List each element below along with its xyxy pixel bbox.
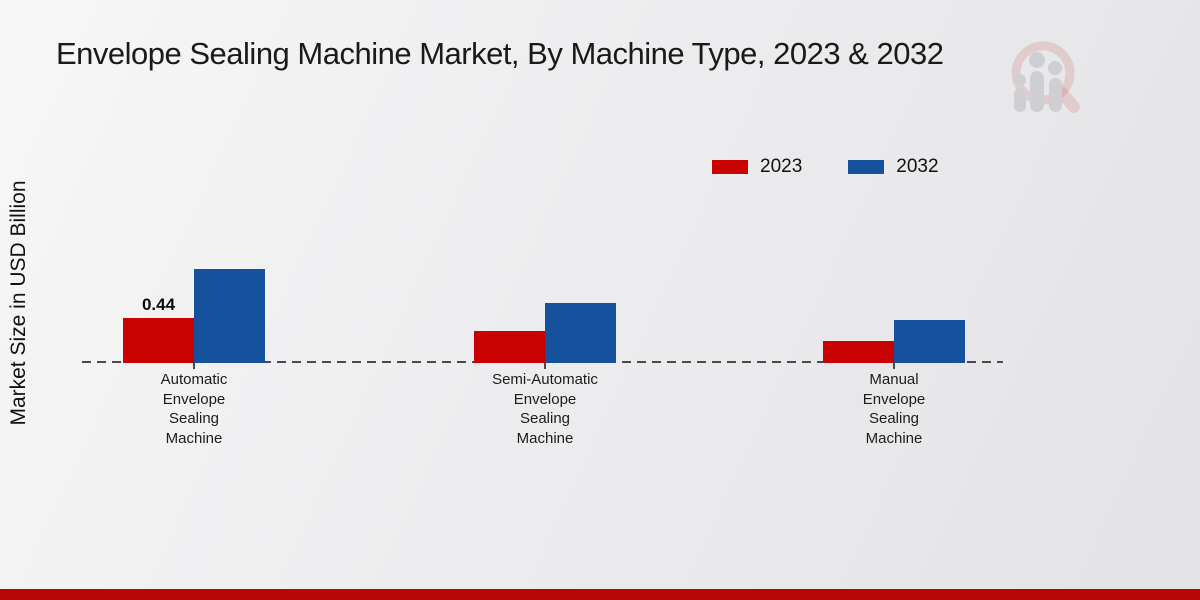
x-axis-tick <box>193 363 195 369</box>
bar-value-label: 0.44 <box>141 295 176 314</box>
x-axis-category-label: Semi-Automatic Envelope Sealing Machine <box>492 371 598 447</box>
x-axis-category-label: Manual Envelope Sealing Machine <box>862 371 926 447</box>
brand-logo-watermark-icon <box>1011 41 1080 113</box>
legend-item-2032: 2032 <box>848 156 939 178</box>
chart-title: Envelope Sealing Machine Market, By Mach… <box>56 36 944 71</box>
legend: 2023 2032 <box>712 156 939 178</box>
bar-2032-category-1 <box>194 269 265 363</box>
x-axis-tick <box>893 363 895 369</box>
bar-2032-category-3 <box>894 320 965 363</box>
x-axis-category-label: Automatic Envelope Sealing Machine <box>160 371 228 447</box>
legend-swatch-2023 <box>712 160 748 174</box>
legend-label-2023: 2023 <box>760 156 803 177</box>
bar-2023-category-2 <box>474 331 545 363</box>
bottom-accent-bar <box>0 589 1200 600</box>
x-axis-tick <box>544 363 546 369</box>
bar-2023-category-3 <box>823 341 894 363</box>
legend-item-2023: 2023 <box>712 156 802 178</box>
bar-2023-category-1 <box>123 318 194 363</box>
legend-swatch-2032 <box>848 160 885 174</box>
bar-2032-category-2 <box>545 303 616 363</box>
legend-label-2032: 2032 <box>896 156 939 177</box>
